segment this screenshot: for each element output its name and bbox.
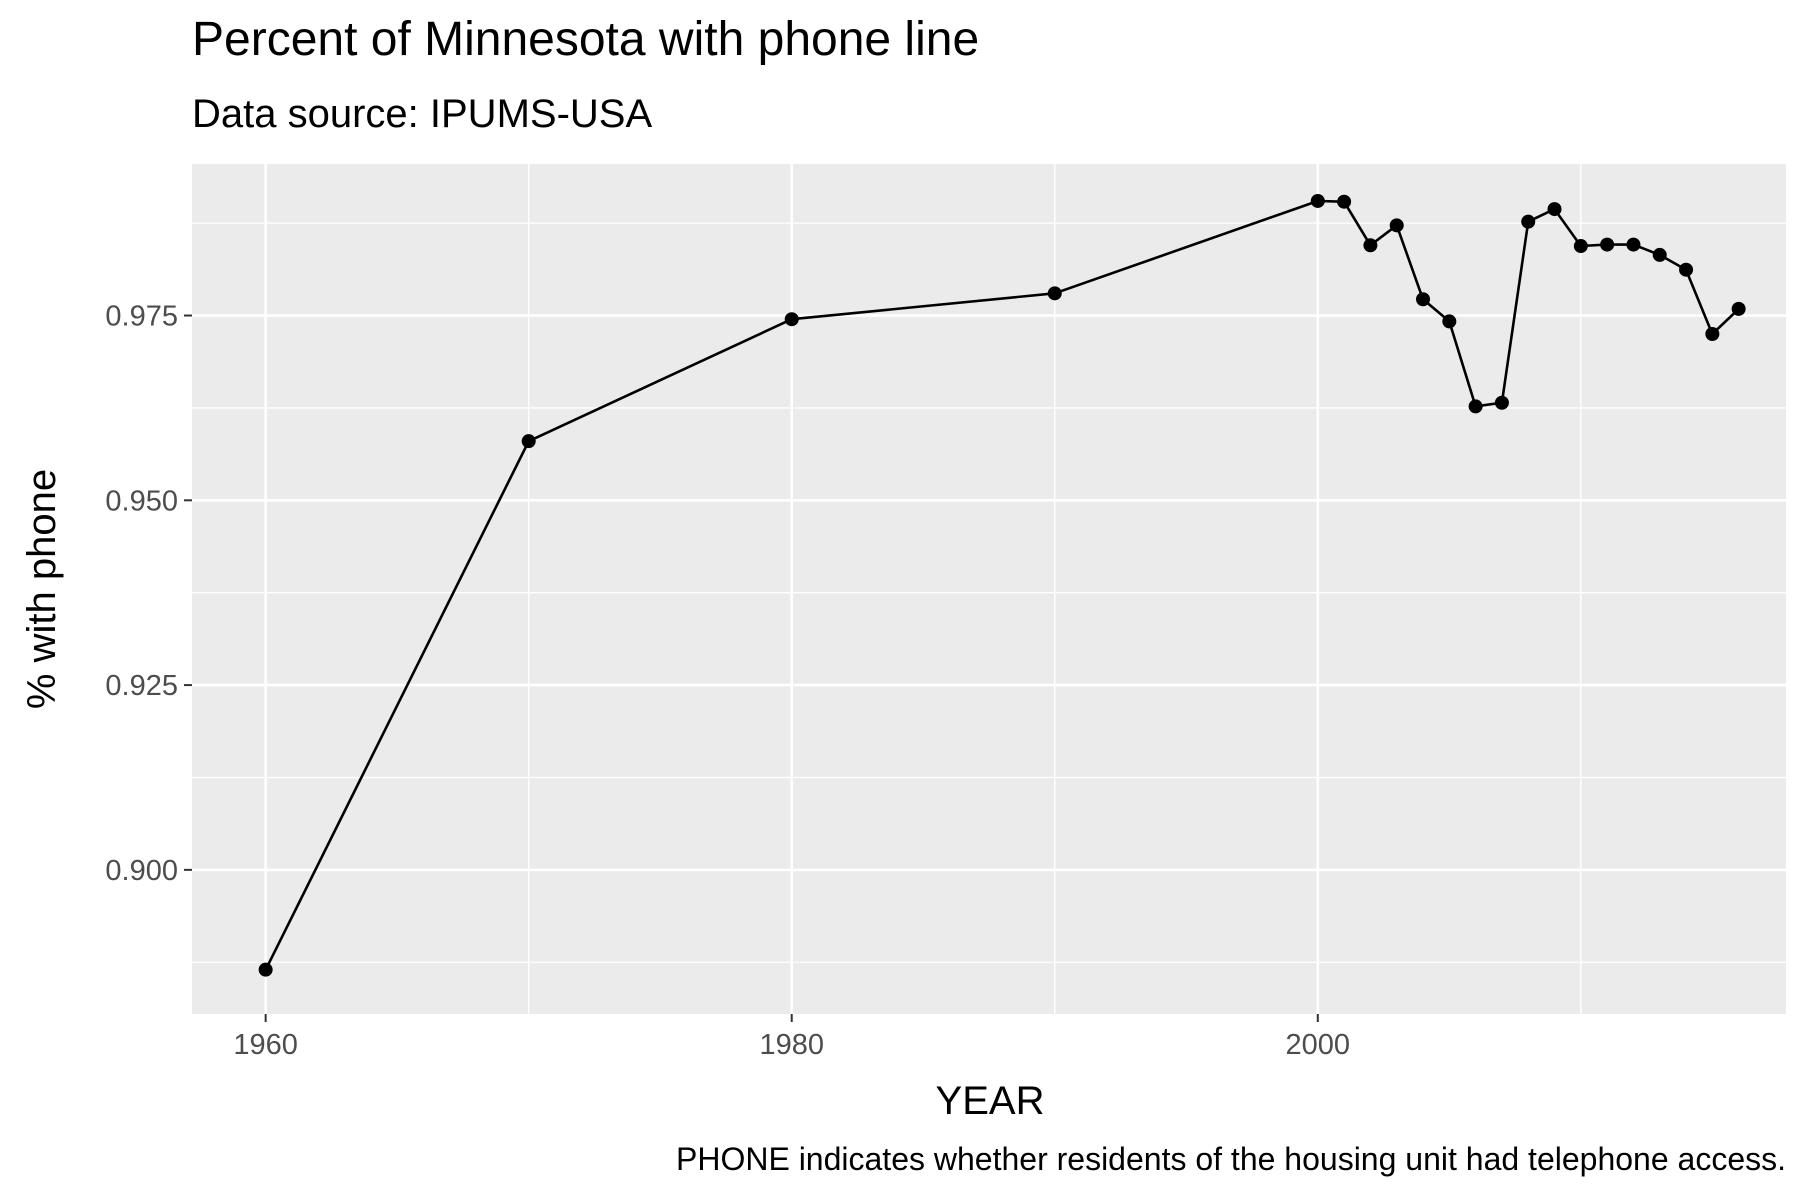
data-point	[1310, 193, 1325, 208]
data-point	[1705, 327, 1720, 341]
data-point	[1363, 238, 1378, 253]
data-point	[1337, 194, 1352, 209]
chart-title: Percent of Minnesota with phone line	[192, 13, 980, 66]
x-tick-label: 1960	[233, 1029, 298, 1061]
data-point	[1626, 237, 1641, 252]
y-tick-label: 0.900	[105, 855, 178, 887]
axis-ticks: 1960 1980 2000 0.900 0.925 0.950 0.975	[105, 301, 1350, 1061]
data-point	[1494, 395, 1509, 410]
data-point	[1731, 301, 1746, 316]
data-point	[784, 312, 799, 327]
y-tick-label: 0.950	[105, 485, 178, 517]
data-point	[521, 434, 536, 449]
data-point	[1679, 262, 1694, 277]
y-tick-label: 0.925	[105, 670, 178, 702]
data-point	[1573, 239, 1588, 254]
chart-caption: PHONE indicates whether residents of the…	[676, 1141, 1786, 1177]
y-axis-title: % with phone	[20, 469, 64, 709]
data-point	[1547, 202, 1562, 217]
data-point	[1442, 314, 1457, 329]
x-axis-title: YEAR	[936, 1079, 1045, 1123]
data-point	[258, 962, 273, 977]
data-point	[1416, 292, 1431, 307]
data-point	[1389, 218, 1404, 233]
data-point	[1600, 237, 1615, 252]
data-point	[1521, 214, 1536, 229]
data-point	[1047, 286, 1062, 301]
data-point	[1468, 399, 1483, 414]
y-tick-label: 0.975	[105, 301, 178, 333]
data-point	[1652, 247, 1667, 262]
plot-panel	[192, 164, 1786, 1014]
series-layer	[258, 193, 1746, 977]
chart-subtitle: Data source: IPUMS-USA	[192, 92, 653, 136]
x-tick-label: 1980	[759, 1029, 824, 1061]
x-tick-label: 2000	[1286, 1029, 1351, 1061]
gridlines	[192, 164, 1786, 1014]
